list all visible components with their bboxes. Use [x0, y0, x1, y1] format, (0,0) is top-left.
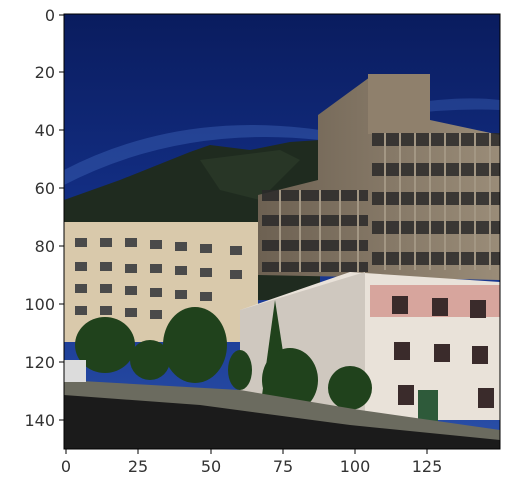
x-tick-label: 25	[128, 457, 148, 476]
tall-building	[258, 74, 500, 280]
y-tick-label: 40	[35, 121, 55, 140]
x-tick-label: 100	[340, 457, 371, 476]
y-tick-label: 100	[24, 295, 55, 314]
y-tick-label: 80	[35, 237, 55, 256]
y-tick-label: 20	[35, 63, 55, 82]
axes-frame	[63, 13, 501, 450]
x-tick-label: 0	[61, 457, 71, 476]
x-tick-label: 50	[201, 457, 221, 476]
x-axis: 0 25 50 75 100 125	[61, 449, 442, 476]
x-tick-label: 75	[273, 457, 293, 476]
y-tick-label: 140	[24, 411, 55, 430]
y-tick-label: 60	[35, 179, 55, 198]
x-tick-label: 125	[412, 457, 443, 476]
y-tick-label: 120	[24, 353, 55, 372]
trees	[75, 300, 372, 412]
y-tick-label: 0	[45, 6, 55, 25]
y-axis: 0 20 40 60 80 100 120 140	[24, 6, 64, 430]
photo	[64, 14, 500, 449]
